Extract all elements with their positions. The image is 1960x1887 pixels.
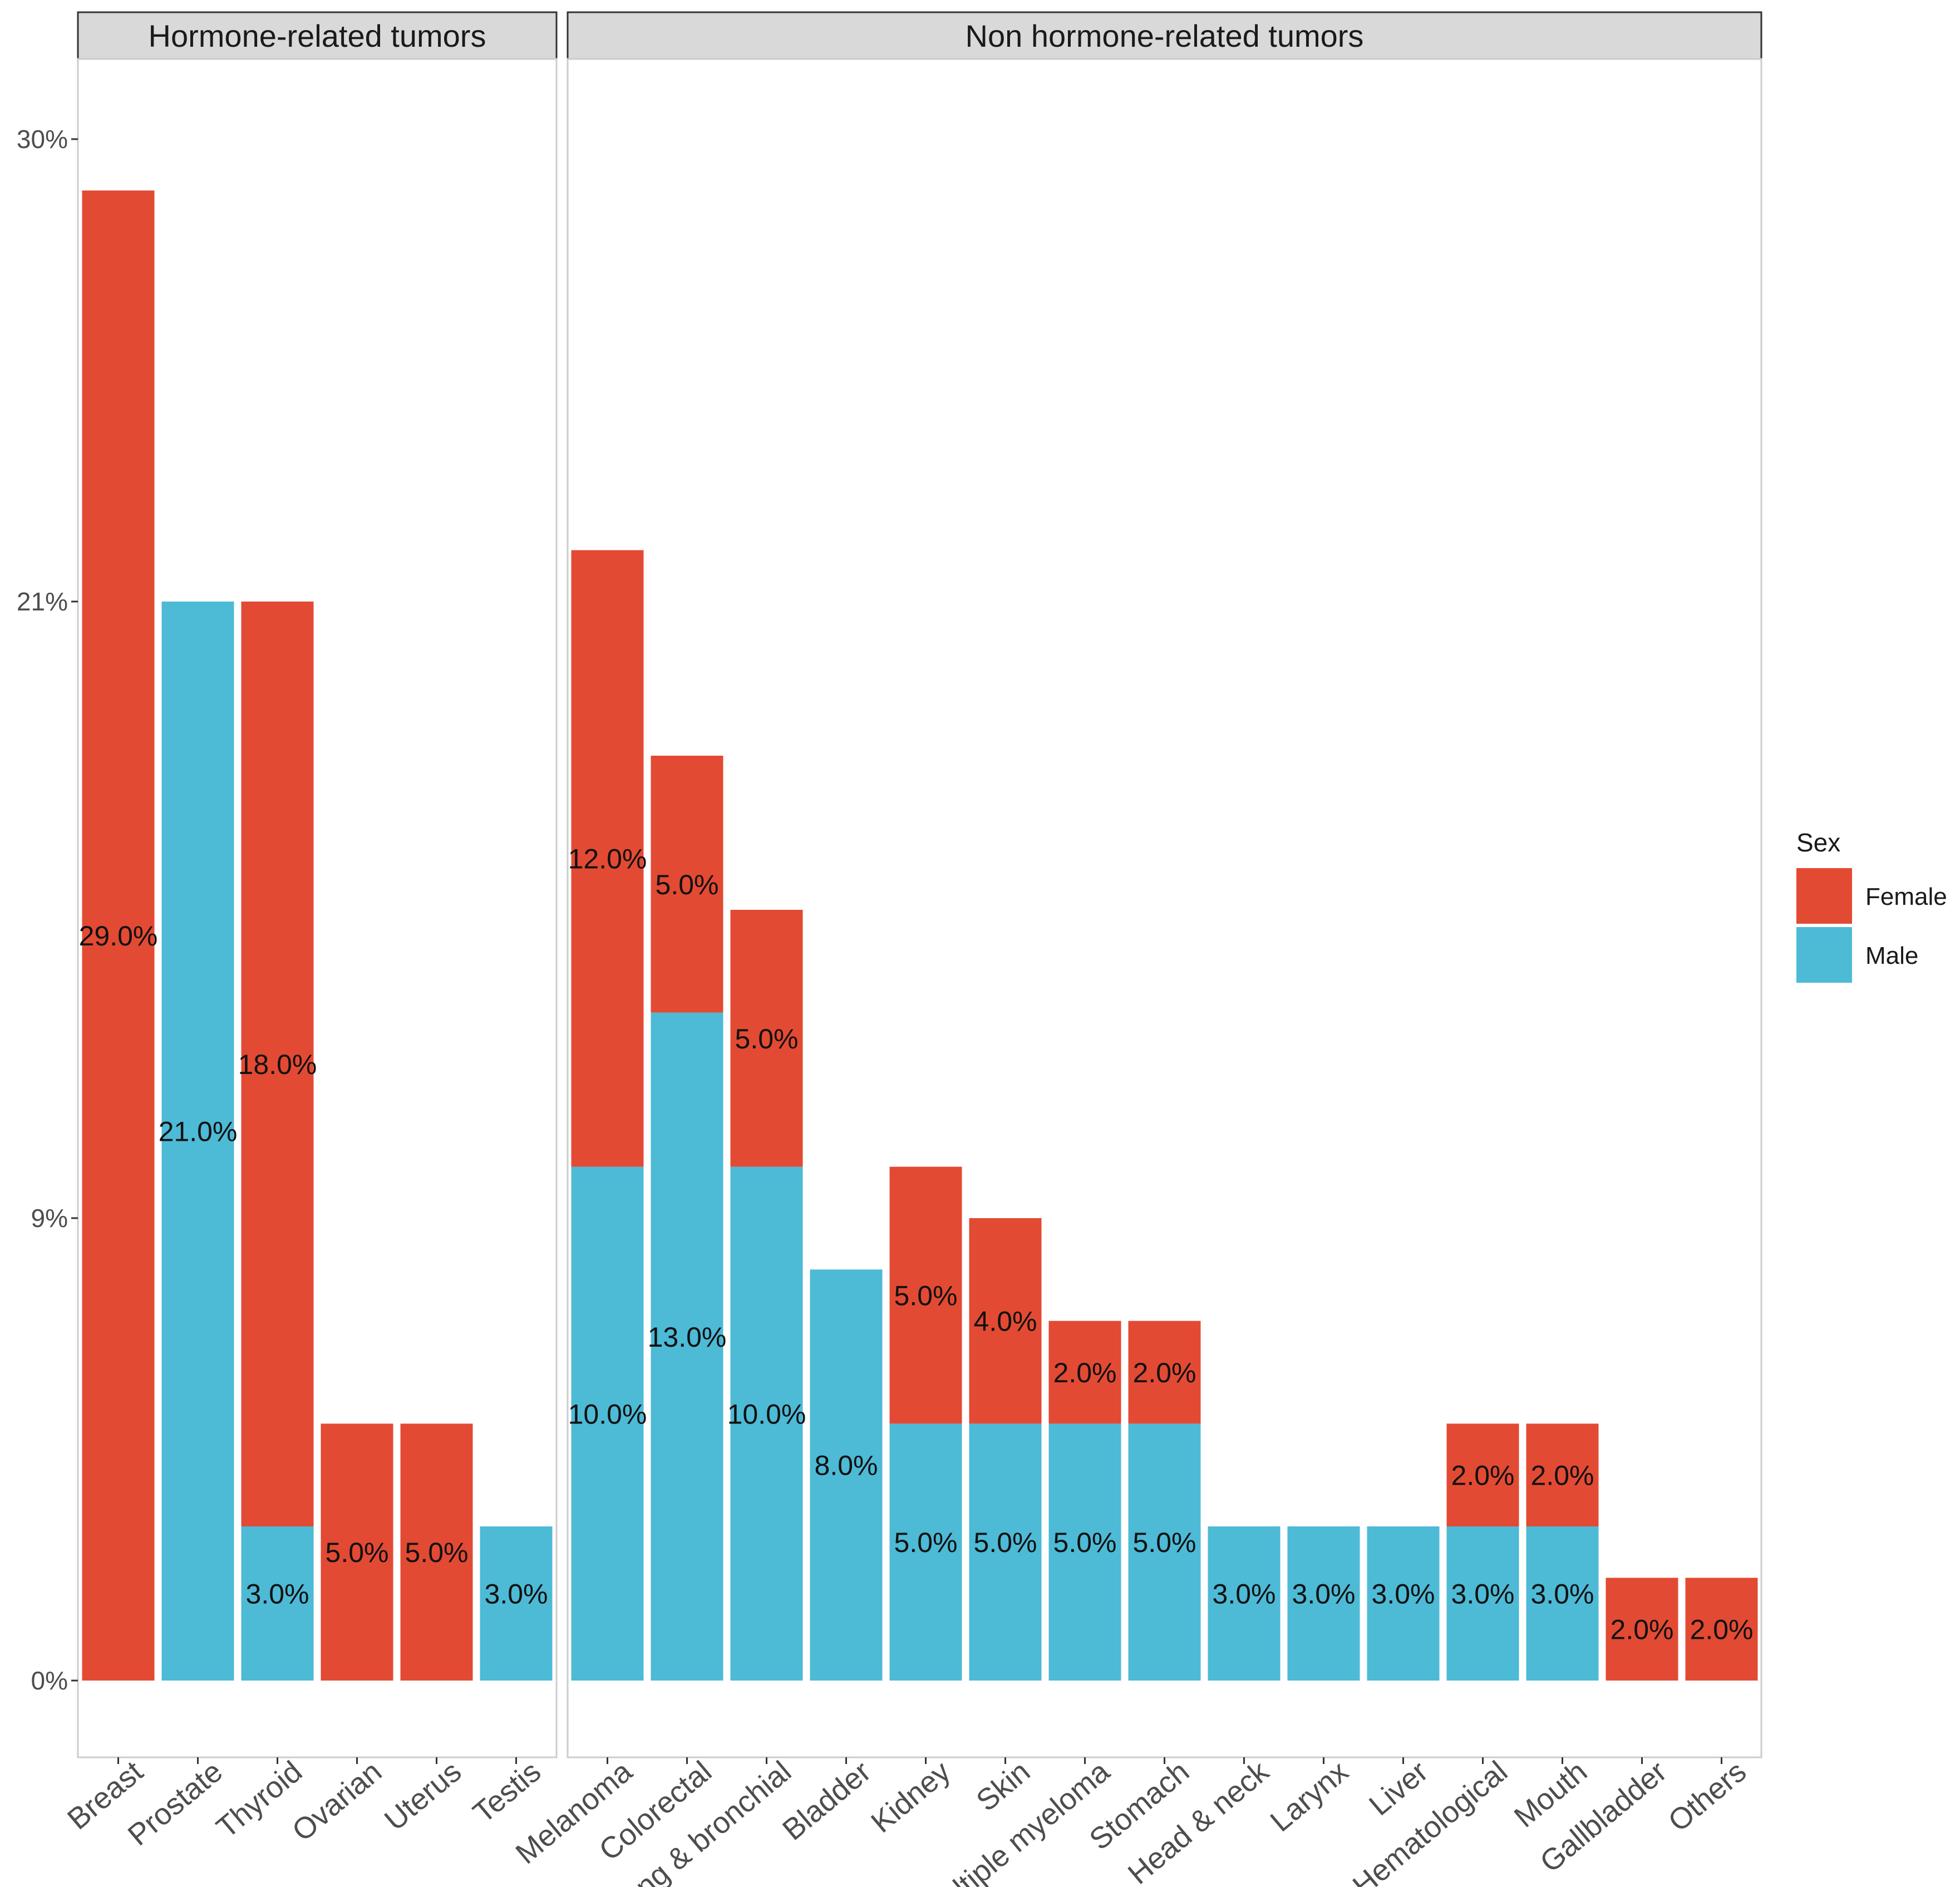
bar-uterus-female (400, 1423, 473, 1681)
bar-label-multiple-myeloma-female: 2.0% (1053, 1357, 1117, 1388)
bar-label-hematological-male: 3.0% (1451, 1579, 1515, 1610)
bar-label-kidney-male: 5.0% (894, 1527, 958, 1558)
bar-lung-and-bronchial-female (730, 910, 803, 1167)
legend-key-female (1796, 868, 1852, 924)
bar-hematological-female (1446, 1423, 1519, 1526)
bar-skin-male (969, 1423, 1042, 1681)
bar-melanoma-male (571, 1166, 644, 1681)
bar-label-lung-and-bronchial-female: 5.0% (735, 1023, 799, 1055)
x-tick-label-hematological: Hematological (1347, 1755, 1514, 1887)
bar-mouth-female (1526, 1423, 1599, 1526)
bar-label-others-female: 2.0% (1690, 1614, 1754, 1645)
x-tick-label-kidney: Kidney (865, 1755, 957, 1839)
bar-label-head-and-neck-male: 3.0% (1213, 1579, 1276, 1610)
bar-label-uterus-female: 5.0% (405, 1537, 469, 1568)
bar-label-multiple-myeloma-male: 5.0% (1053, 1527, 1117, 1558)
y-tick-label: 9% (31, 1204, 68, 1233)
bar-label-testis-male: 3.0% (485, 1579, 548, 1610)
bar-larynx-male (1287, 1526, 1360, 1681)
facet-strip (77, 11, 558, 60)
bar-kidney-male (889, 1423, 962, 1681)
legend-label-female: Female (1865, 883, 1947, 910)
legend-key-male (1796, 927, 1852, 983)
legend-title: Sex (1796, 828, 1840, 857)
bar-label-skin-male: 5.0% (974, 1527, 1037, 1558)
panel-2: Non hormone-related tumors10.0%12.0%Mela… (510, 11, 1762, 1887)
bar-head-and-neck-male (1208, 1526, 1281, 1681)
bar-label-colorectal-male: 13.0% (648, 1322, 727, 1353)
legend: Sex Female Male (1796, 828, 1947, 983)
bar-colorectal-male (651, 1012, 723, 1681)
bar-ovarian-female (321, 1423, 393, 1681)
bar-label-breast-female: 29.0% (79, 920, 158, 952)
facet-title: Non hormone-related tumors (966, 18, 1364, 53)
bar-label-melanoma-male: 10.0% (568, 1398, 647, 1430)
bar-others-female (1685, 1578, 1758, 1681)
bar-label-stomach-male: 5.0% (1133, 1527, 1196, 1558)
x-tick-label-ovarian: Ovarian (286, 1755, 388, 1848)
bar-label-thyroid-female: 18.0% (238, 1049, 317, 1080)
bar-multiple-myeloma-male (1048, 1423, 1121, 1681)
bar-label-colorectal-female: 5.0% (656, 869, 719, 900)
bar-lung-and-bronchial-male (730, 1166, 803, 1681)
y-tick-label: 30% (17, 125, 68, 154)
bar-testis-male (480, 1526, 553, 1681)
bar-bladder-male (810, 1269, 883, 1681)
bar-kidney-female (889, 1166, 962, 1424)
bar-label-liver-male: 3.0% (1372, 1579, 1435, 1610)
y-tick-label: 0% (31, 1666, 68, 1695)
bar-label-gallbladder-female: 2.0% (1611, 1614, 1674, 1645)
bar-label-lung-and-bronchial-male: 10.0% (727, 1398, 806, 1430)
bar-colorectal-female (651, 756, 723, 1013)
bar-label-skin-female: 4.0% (974, 1306, 1037, 1337)
bar-multiple-myeloma-female (1048, 1321, 1121, 1424)
bar-gallbladder-female (1606, 1578, 1678, 1681)
bar-stomach-female (1128, 1321, 1201, 1424)
x-tick-label-testis: Testis (467, 1755, 547, 1830)
x-tick-label-larynx: Larynx (1264, 1755, 1355, 1838)
bar-label-mouth-male: 3.0% (1531, 1579, 1594, 1610)
bar-label-kidney-female: 5.0% (894, 1280, 958, 1312)
bar-mouth-male (1526, 1526, 1599, 1681)
bar-thyroid-female (241, 602, 314, 1526)
bar-melanoma-female (571, 550, 644, 1167)
bar-label-ovarian-female: 5.0% (326, 1537, 389, 1568)
x-tick-label-uterus: Uterus (378, 1755, 467, 1837)
bar-label-stomach-female: 2.0% (1133, 1357, 1196, 1388)
bar-liver-male (1367, 1526, 1440, 1681)
legend-label-male: Male (1865, 942, 1918, 969)
bar-thyroid-male (241, 1526, 314, 1681)
panel-border (77, 58, 558, 1758)
panels-layer: Hormone-related tumors29.0%Breast21.0%Pr… (61, 11, 1762, 1887)
x-tick-label-skin: Skin (970, 1755, 1036, 1817)
bar-skin-female (969, 1218, 1042, 1424)
panel-1: Hormone-related tumors29.0%Breast21.0%Pr… (61, 11, 558, 1852)
bar-label-melanoma-female: 12.0% (568, 844, 647, 875)
bar-label-prostate-male: 21.0% (159, 1116, 238, 1147)
y-tick-label: 21% (17, 587, 68, 616)
x-tick-label-others: Others (1662, 1755, 1752, 1838)
bar-label-larynx-male: 3.0% (1292, 1579, 1356, 1610)
bar-prostate-male (161, 602, 234, 1681)
y-axis: 0% 9% 21% 30% (17, 125, 78, 1695)
x-tick-label-bladder: Bladder (776, 1755, 877, 1847)
bar-label-bladder-male: 8.0% (815, 1450, 878, 1481)
bar-label-mouth-female: 2.0% (1531, 1460, 1594, 1491)
bar-hematological-male (1446, 1526, 1519, 1681)
bar-label-thyroid-male: 3.0% (246, 1579, 309, 1610)
bar-breast-female (82, 190, 155, 1681)
bar-stomach-male (1128, 1423, 1201, 1681)
facet-title: Hormone-related tumors (149, 18, 486, 53)
bar-label-hematological-female: 2.0% (1451, 1460, 1515, 1491)
